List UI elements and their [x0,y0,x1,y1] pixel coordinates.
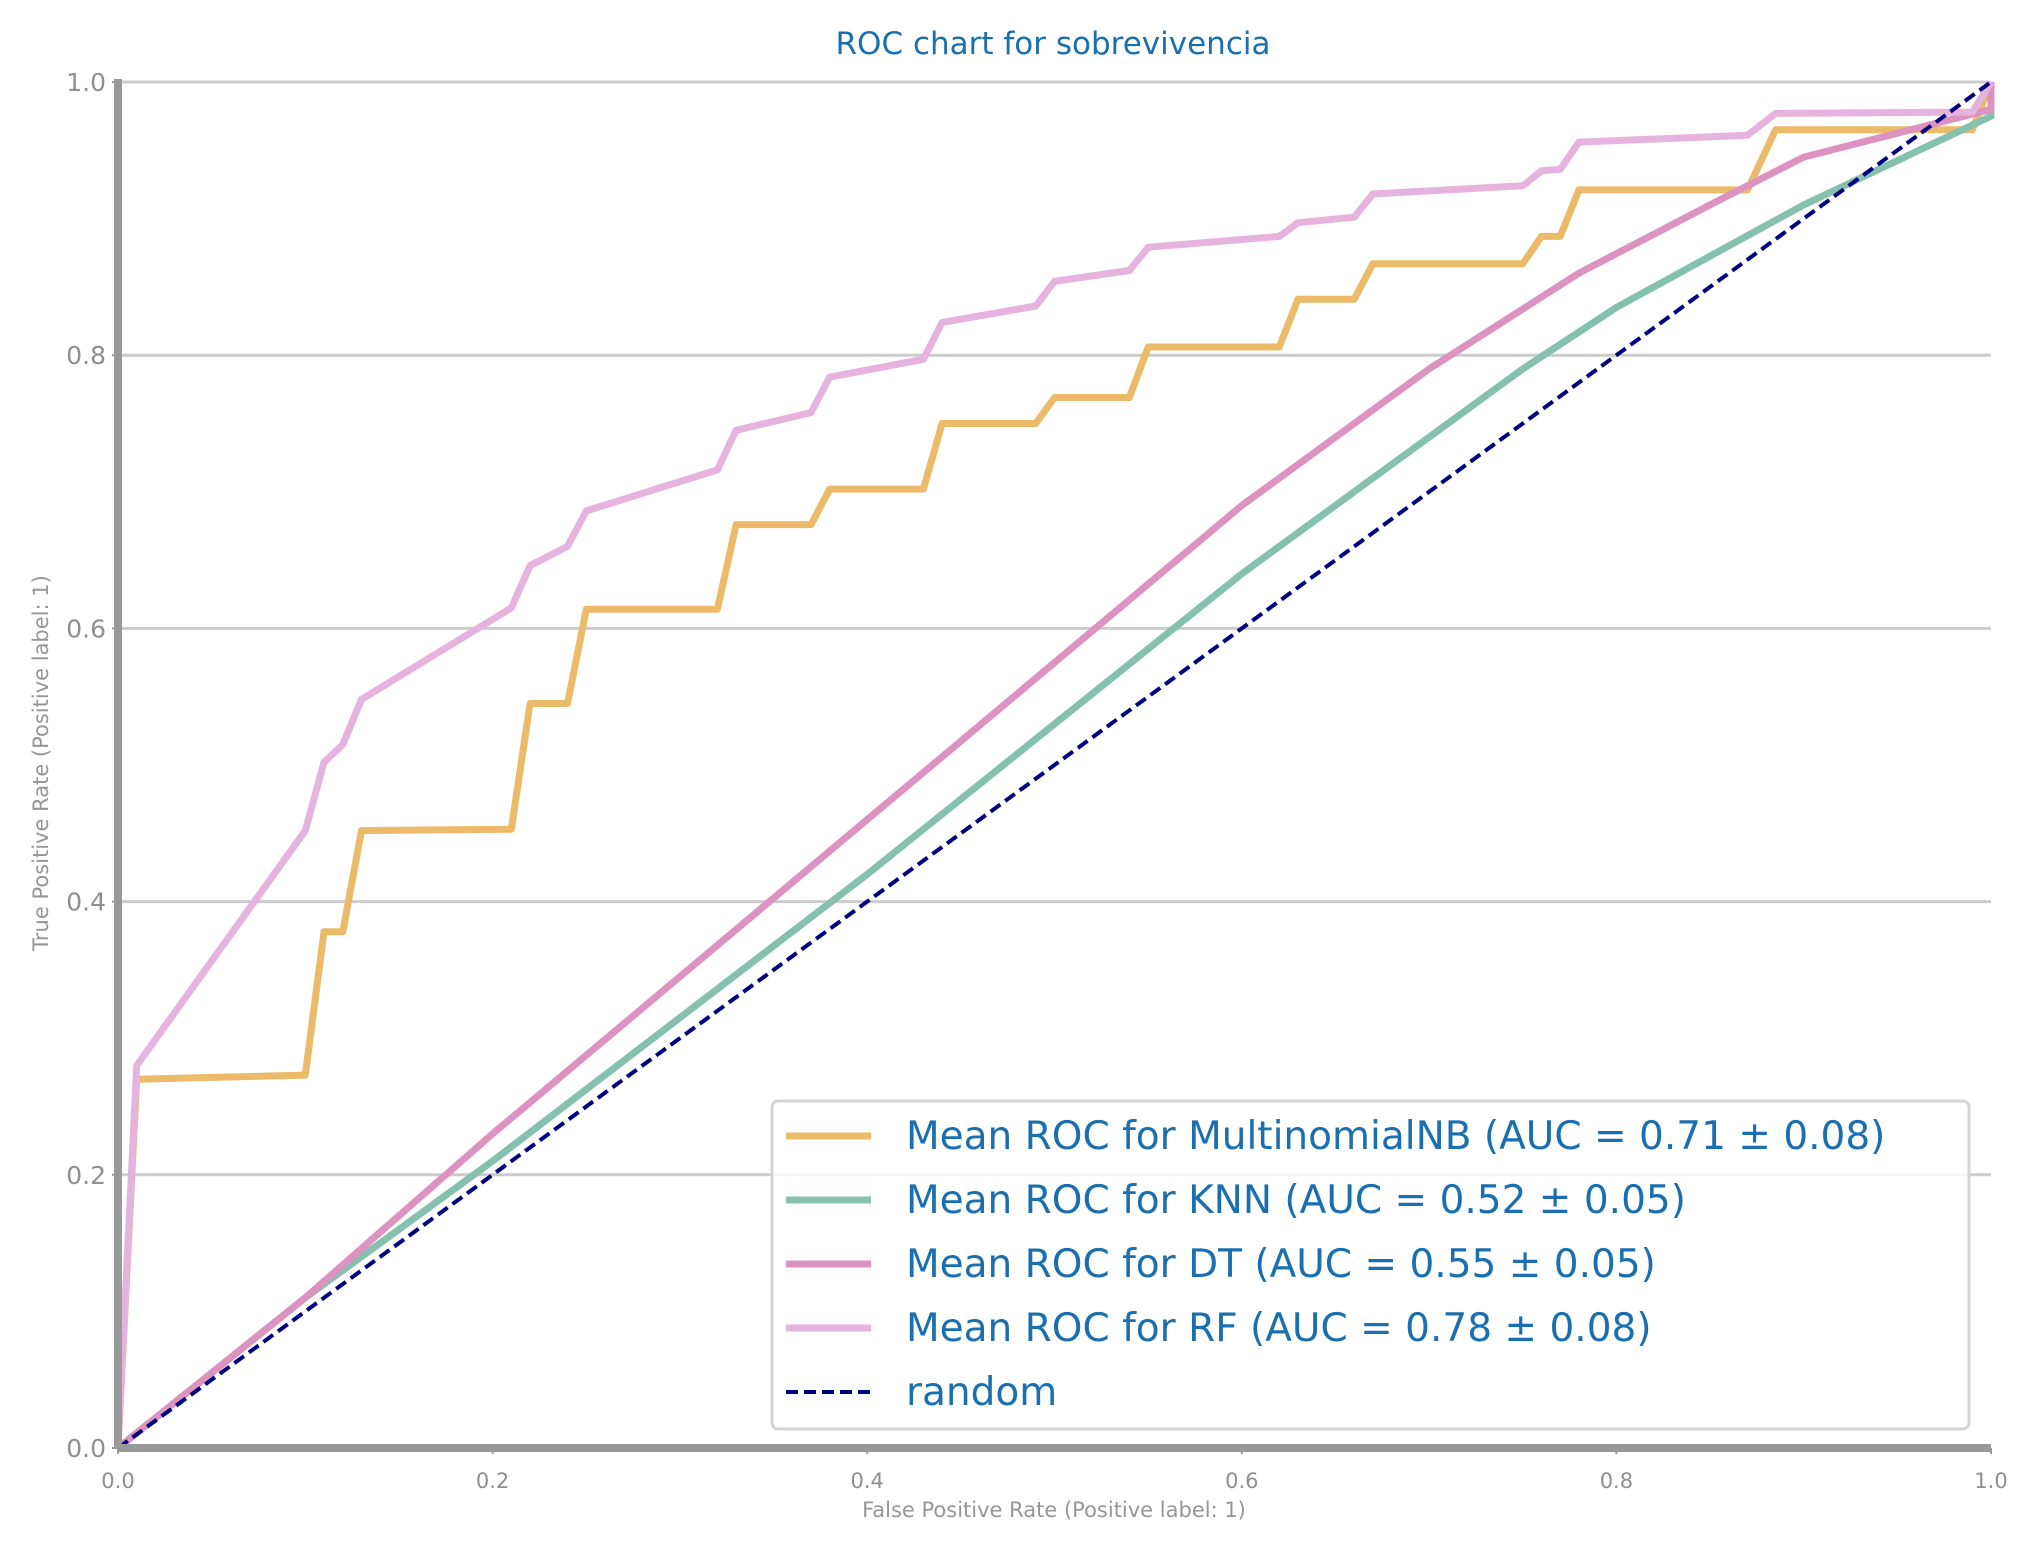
y-tick-label-5: 1.0 [66,68,106,97]
legend-label-1: Mean ROC for KNN (AUC = 0.52 ± 0.05) [906,1178,1686,1223]
x-tick-label-4: 0.8 [1600,1469,1633,1493]
series-line-4 [116,80,1993,1450]
legend-label-0: Mean ROC for MultinomialNB (AUC = 0.71 ±… [906,1114,1885,1159]
x-tick-label-0: 0.0 [101,1469,134,1493]
legend-label-2: Mean ROC for DT (AUC = 0.55 ± 0.05) [906,1242,1656,1287]
x-tick-label-2: 0.4 [850,1469,883,1493]
series-line-3 [114,80,1994,1449]
tick-marks: 0.0 0.2 0.4 0.6 0.8 1.0 0.0 0.2 0.4 0.6 0.8 1.0 [66,68,2007,1493]
series-line-1 [115,82,1995,1451]
series-line-2 [115,82,1995,1451]
x-tick-label-5: 1.0 [1974,1469,2007,1493]
y-tick-label-1: 0.2 [66,1161,106,1190]
x-axis-label: False Positive Rate (Positive label: 1) [862,1498,1246,1522]
series-line-0 [114,80,1995,1449]
legend-box [770,1099,1971,1431]
y-axis-label: True Positive Rate (Positive label: 1) [29,575,53,952]
chart-title: ROC chart for sobrevivencia [836,26,1271,62]
axes [114,79,1991,1452]
x-tick-label-1: 0.2 [476,1469,509,1493]
y-tick-label-4: 0.8 [66,341,106,370]
y-tick-label-3: 0.6 [66,614,106,643]
x-tick-label-3: 0.6 [1225,1469,1258,1493]
series-lines [114,80,1995,1451]
legend: Mean ROC for MultinomialNB (AUC = 0.71 ±… [770,1099,1971,1431]
y-tick-label-2: 0.4 [66,888,106,917]
legend-label-3: Mean ROC for RF (AUC = 0.78 ± 0.08) [906,1306,1652,1351]
grid-lines [118,80,1991,1177]
y-tick-label-0: 0.0 [66,1434,106,1463]
legend-label-4: random [906,1370,1057,1415]
